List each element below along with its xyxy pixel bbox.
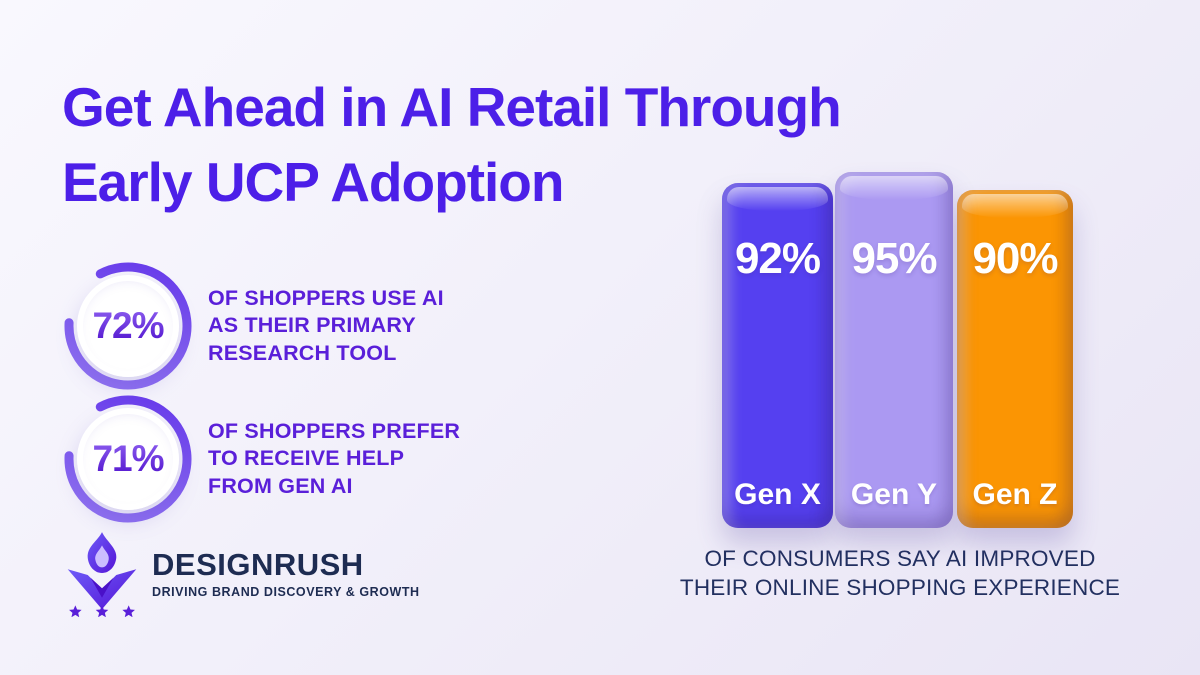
stat-description: OF SHOPPERS USE AI AS THEIR PRIMARY RESE… (208, 285, 444, 366)
bar-gen-z: Gen Z (957, 190, 1073, 528)
logo-text: DESIGNRUSH DRIVING BRAND DISCOVERY & GRO… (152, 546, 420, 600)
page-title: Get Ahead in AI Retail Through Early UCP… (62, 70, 1042, 220)
stat-description-line: OF SHOPPERS USE AI (208, 286, 444, 311)
stat-description-line: OF SHOPPERS PREFER (208, 419, 461, 444)
chart-caption-line1: OF CONSUMERS SAY AI IMPROVED (704, 546, 1096, 571)
stat-badge-71: 71% (62, 393, 194, 525)
stat-description-line: TO RECEIVE HELP (208, 446, 405, 471)
stat-value: 72% (92, 305, 164, 346)
stat-description: OF SHOPPERS PREFER TO RECEIVE HELP FROM … (208, 418, 460, 499)
bar-value-label: 95% (851, 234, 937, 283)
bar-value-label: 92% (734, 234, 821, 283)
chart-caption-line2: THEIR ONLINE SHOPPING EXPERIENCE (679, 574, 1121, 600)
bar-gen-y: Gen Y (835, 172, 953, 528)
page-title-line1: Get Ahead in AI Retail Through (62, 76, 842, 138)
stat-circle: 71% (77, 408, 179, 510)
star-icons (69, 605, 135, 617)
stat-value: 71% (92, 438, 164, 479)
stat-row-gen-ai-help: 71% OF SHOPPERS PREFER TO RECEIVE HELP F… (62, 393, 460, 525)
progress-ring-icon (64, 262, 192, 390)
designrush-logo: DESIGNRUSH DRIVING BRAND DISCOVERY & GRO… (62, 531, 420, 617)
bar-category-label: Gen Y (850, 478, 938, 511)
bar-chart: Gen X Gen Y Gen Z 92% 95% 90% (700, 150, 1120, 528)
progress-ring-icon (64, 395, 192, 523)
bar-gen-x: Gen X (722, 183, 833, 528)
bar-category-label: Gen Z (972, 478, 1058, 511)
stat-circle: 72% (77, 275, 179, 377)
stat-description-line: FROM GEN AI (208, 473, 353, 498)
page-title-line2: Early UCP Adoption (62, 150, 565, 213)
stat-badge-72: 72% (62, 260, 194, 392)
chart-caption: OF CONSUMERS SAY AI IMPROVED THEIR ONLIN… (660, 545, 1140, 603)
bar-category-label: Gen X (734, 478, 821, 511)
torch-flame-icon (67, 532, 137, 617)
brand-name: DESIGNRUSH (152, 546, 364, 582)
stat-description-line: RESEARCH TOOL (208, 340, 397, 365)
brand-tagline: DRIVING BRAND DISCOVERY & GROWTH (152, 585, 420, 600)
stat-description-line: AS THEIR PRIMARY (208, 313, 416, 338)
bar-value-label: 90% (972, 234, 1058, 283)
stat-row-research-tool: 72% OF SHOPPERS USE AI AS THEIR PRIMARY … (62, 260, 444, 392)
